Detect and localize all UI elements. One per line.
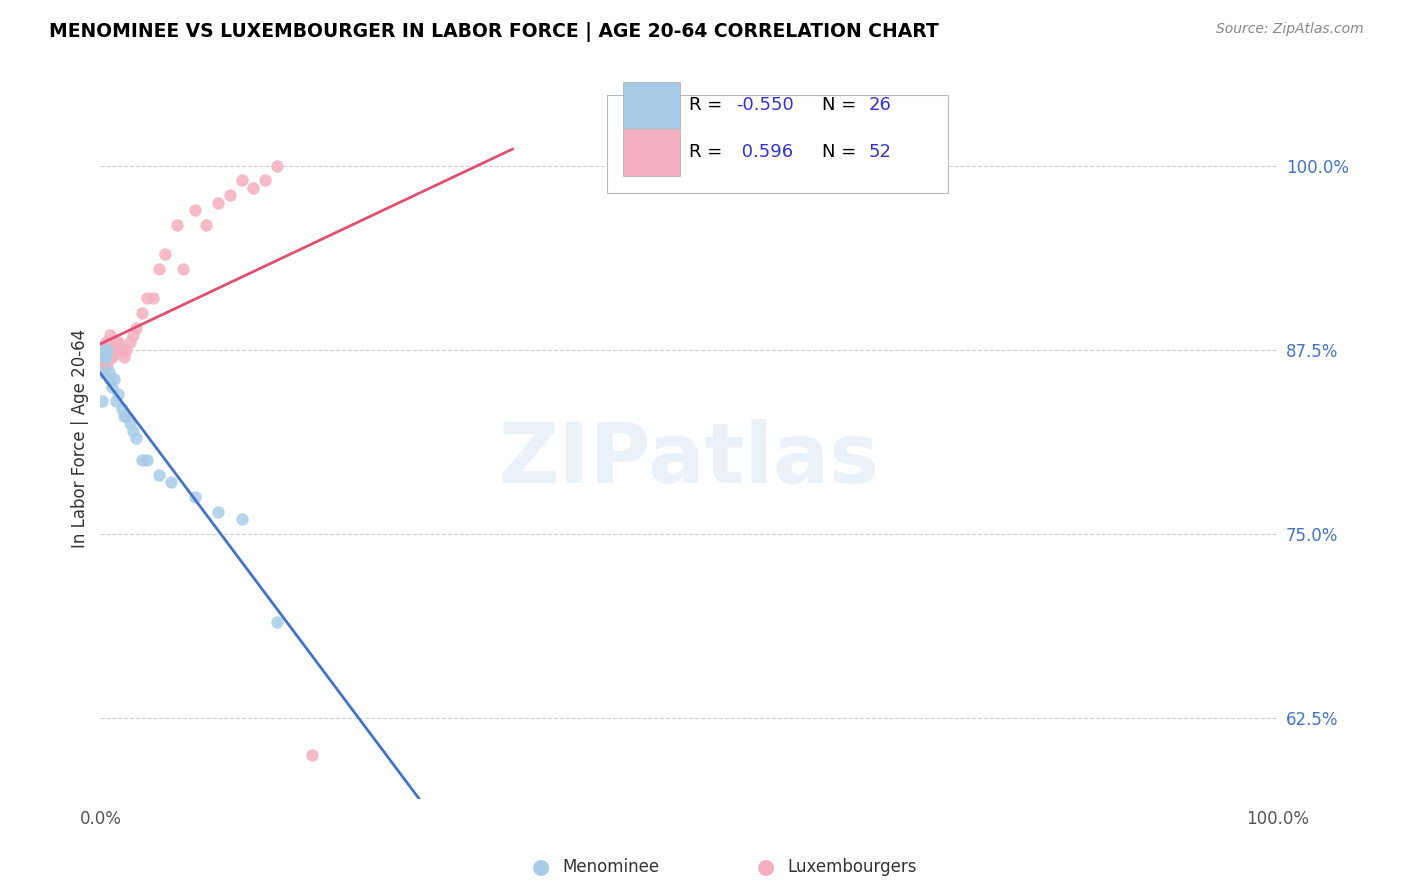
Text: N =: N = (823, 144, 862, 161)
Point (98, 328, 121, 343)
Point (94, 350, 117, 364)
Point (172, 261, 194, 276)
Point (103, 372, 125, 386)
Point (96, 358, 118, 372)
Point (96, 343, 118, 357)
Point (112, 409, 135, 423)
Text: 26: 26 (869, 95, 891, 114)
Point (207, 195, 229, 210)
Point (112, 350, 135, 364)
Point (91, 365, 114, 379)
Point (101, 350, 124, 364)
Point (90, 394, 112, 409)
Point (254, 173, 277, 187)
Point (91, 343, 114, 357)
Point (96, 343, 118, 357)
Point (118, 335, 141, 350)
Point (108, 343, 131, 357)
Y-axis label: In Labor Force | Age 20-64: In Labor Force | Age 20-64 (72, 328, 89, 548)
Point (148, 261, 170, 276)
FancyBboxPatch shape (606, 95, 948, 193)
Point (266, 159, 288, 173)
Point (94, 350, 117, 364)
Point (166, 218, 188, 232)
Point (183, 202, 205, 217)
Point (101, 343, 124, 357)
Point (122, 328, 145, 343)
Point (242, 181, 264, 195)
Text: ZIPatlas: ZIPatlas (498, 419, 879, 500)
Point (98, 343, 121, 357)
Point (93, 343, 115, 357)
Point (93, 350, 115, 364)
Text: N =: N = (823, 95, 862, 114)
Point (93, 343, 115, 357)
Point (93, 358, 115, 372)
Point (207, 505, 229, 519)
Point (266, 615, 288, 629)
Point (131, 306, 153, 320)
Point (97, 365, 120, 379)
FancyBboxPatch shape (623, 129, 679, 176)
Point (124, 320, 146, 334)
Point (100, 350, 122, 364)
Point (96, 335, 118, 350)
Point (103, 343, 125, 357)
Point (122, 424, 145, 438)
Text: Menominee: Menominee (562, 858, 659, 876)
Point (98, 372, 121, 386)
Point (104, 335, 127, 350)
Text: Source: ZipAtlas.com: Source: ZipAtlas.com (1216, 22, 1364, 37)
Point (153, 247, 176, 261)
Point (231, 173, 253, 187)
Text: 0.596: 0.596 (735, 144, 793, 161)
Point (104, 394, 127, 409)
Point (118, 417, 141, 431)
Point (131, 453, 153, 467)
Point (110, 343, 132, 357)
Point (183, 490, 205, 504)
Point (107, 335, 129, 350)
Point (90, 358, 112, 372)
Point (94, 343, 117, 357)
Text: Luxembourgers: Luxembourgers (787, 858, 917, 876)
Point (100, 343, 122, 357)
Point (160, 475, 183, 490)
Point (115, 409, 138, 423)
Point (96, 350, 118, 364)
Point (97, 343, 120, 357)
Point (96, 343, 118, 357)
Point (105, 343, 128, 357)
Text: 52: 52 (869, 144, 891, 161)
Point (91, 358, 114, 372)
Point (97, 350, 120, 364)
Point (142, 291, 165, 305)
Point (110, 401, 132, 416)
Text: ●: ● (533, 857, 550, 877)
Point (115, 343, 138, 357)
Point (136, 291, 159, 305)
Point (195, 218, 218, 232)
Text: ●: ● (758, 857, 775, 877)
FancyBboxPatch shape (623, 82, 679, 128)
Point (136, 453, 159, 467)
Point (231, 512, 253, 526)
Text: R =: R = (689, 144, 728, 161)
Point (90, 365, 112, 379)
Text: R =: R = (689, 95, 728, 114)
Text: MENOMINEE VS LUXEMBOURGER IN LABOR FORCE | AGE 20-64 CORRELATION CHART: MENOMINEE VS LUXEMBOURGER IN LABOR FORCE… (49, 22, 939, 42)
Point (96, 350, 118, 364)
Point (103, 343, 125, 357)
Point (218, 188, 240, 202)
Text: -0.550: -0.550 (735, 95, 794, 114)
Point (91, 350, 114, 364)
Point (124, 431, 146, 445)
Point (90, 343, 112, 357)
Point (301, 747, 323, 762)
Point (148, 467, 170, 482)
Point (101, 379, 124, 393)
Point (107, 387, 129, 401)
